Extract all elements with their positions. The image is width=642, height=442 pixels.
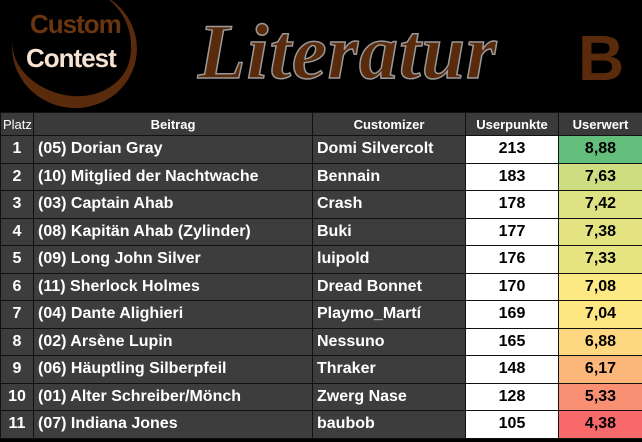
table-row: 11 (07) Indiana Jones baubob 105 4,38	[0, 410, 642, 439]
header-customizer: Customizer	[312, 112, 466, 136]
userpunkte-cell: 178	[465, 190, 559, 219]
table-row: 5 (09) Long John Silver luipold 176 7,33	[0, 245, 642, 274]
logo-line1: Custom	[30, 9, 122, 39]
userpunkte-cell: 177	[465, 217, 559, 246]
logo-line2: Contest	[26, 43, 117, 73]
customizer-cell: Bennain	[312, 162, 466, 191]
customizer-cell: Domi Silvercolt	[312, 135, 466, 164]
beitrag-cell: (04) Dante Alighieri	[33, 300, 313, 329]
platz-cell: 3	[0, 190, 34, 219]
customizer-cell: Playmo_Martí	[312, 300, 466, 329]
table-row: 10 (01) Alter Schreiber/Mönch Zwerg Nase 12…	[0, 382, 642, 411]
table-row: 3 (03) Captain Ahab Crash 178 7,42	[0, 190, 642, 219]
beitrag-cell: (03) Captain Ahab	[33, 190, 313, 219]
header-row: Platz Beitrag Customizer Userpunkte User…	[0, 112, 642, 136]
platz-cell: 8	[0, 327, 34, 356]
customizer-cell: Thraker	[312, 355, 466, 384]
userwert-cell: 7,04	[558, 300, 642, 329]
userpunkte-cell: 183	[465, 162, 559, 191]
table-row: 8 (02) Arsène Lupin Nessuno 165 6,88	[0, 327, 642, 356]
userpunkte-cell: 170	[465, 272, 559, 301]
header-userpunkte: Userpunkte	[465, 112, 559, 136]
userpunkte-cell: 176	[465, 245, 559, 274]
table-row: 6 (11) Sherlock Holmes Dread Bonnet 170 7,08	[0, 272, 642, 301]
userpunkte-cell: 165	[465, 327, 559, 356]
userwert-cell: 7,08	[558, 272, 642, 301]
customizer-cell: Zwerg Nase	[312, 382, 466, 411]
userpunkte-cell: 169	[465, 300, 559, 329]
platz-cell: 2	[0, 162, 34, 191]
userpunkte-cell: 148	[465, 355, 559, 384]
userwert-cell: 6,17	[558, 355, 642, 384]
platz-cell: 10	[0, 382, 34, 411]
platz-cell: 1	[0, 135, 34, 164]
beitrag-cell: (05) Dorian Gray	[33, 135, 313, 164]
userwert-cell: 7,38	[558, 217, 642, 246]
beitrag-cell: (09) Long John Silver	[33, 245, 313, 274]
beitrag-cell: (02) Arsène Lupin	[33, 327, 313, 356]
platz-cell: 9	[0, 355, 34, 384]
results-table: Platz Beitrag Customizer Userpunkte User…	[0, 112, 642, 439]
table-row: 9 (06) Häuptling Silberpfeil Thraker 148 6,1…	[0, 355, 642, 384]
beitrag-cell: (11) Sherlock Holmes	[33, 272, 313, 301]
page-title: Literatur	[197, 7, 498, 96]
platz-cell: 6	[0, 272, 34, 301]
header-platz: Platz	[0, 112, 34, 136]
beitrag-cell: (06) Häuptling Silberpfeil	[33, 355, 313, 384]
platz-cell: 11	[0, 410, 34, 439]
beitrag-cell: (08) Kapitän Ahab (Zylinder)	[33, 217, 313, 246]
table-row: 2 (10) Mitglied der Nachtwache Bennain 183 7…	[0, 162, 642, 191]
userpunkte-cell: 105	[465, 410, 559, 439]
platz-cell: 5	[0, 245, 34, 274]
platz-cell: 7	[0, 300, 34, 329]
banner: Custom Contest Literatur B	[0, 0, 642, 118]
userwert-cell: 5,33	[558, 382, 642, 411]
customizer-cell: Buki	[312, 217, 466, 246]
beitrag-cell: (10) Mitglied der Nachtwache	[33, 162, 313, 191]
userwert-cell: 8,88	[558, 135, 642, 164]
table-row: 4 (08) Kapitän Ahab (Zylinder) Buki 177 7,38	[0, 217, 642, 246]
table-row: 1 (05) Dorian Gray Domi Silvercolt 213 8,88	[0, 135, 642, 164]
customizer-cell: Nessuno	[312, 327, 466, 356]
customizer-cell: baubob	[312, 410, 466, 439]
userpunkte-cell: 213	[465, 135, 559, 164]
group-label: B	[578, 22, 625, 94]
beitrag-cell: (07) Indiana Jones	[33, 410, 313, 439]
table-row: 7 (04) Dante Alighieri Playmo_Martí 169 7,04	[0, 300, 642, 329]
custom-contest-logo: Custom Contest	[2, 0, 147, 118]
userwert-cell: 4,38	[558, 410, 642, 439]
customizer-cell: Dread Bonnet	[312, 272, 466, 301]
beitrag-cell: (01) Alter Schreiber/Mönch	[33, 382, 313, 411]
userwert-cell: 7,33	[558, 245, 642, 274]
userwert-cell: 6,88	[558, 327, 642, 356]
header-userwert: Userwert	[558, 112, 642, 136]
userpunkte-cell: 128	[465, 382, 559, 411]
customizer-cell: luipold	[312, 245, 466, 274]
userwert-cell: 7,42	[558, 190, 642, 219]
customizer-cell: Crash	[312, 190, 466, 219]
userwert-cell: 7,63	[558, 162, 642, 191]
header-beitrag: Beitrag	[33, 112, 313, 136]
platz-cell: 4	[0, 217, 34, 246]
